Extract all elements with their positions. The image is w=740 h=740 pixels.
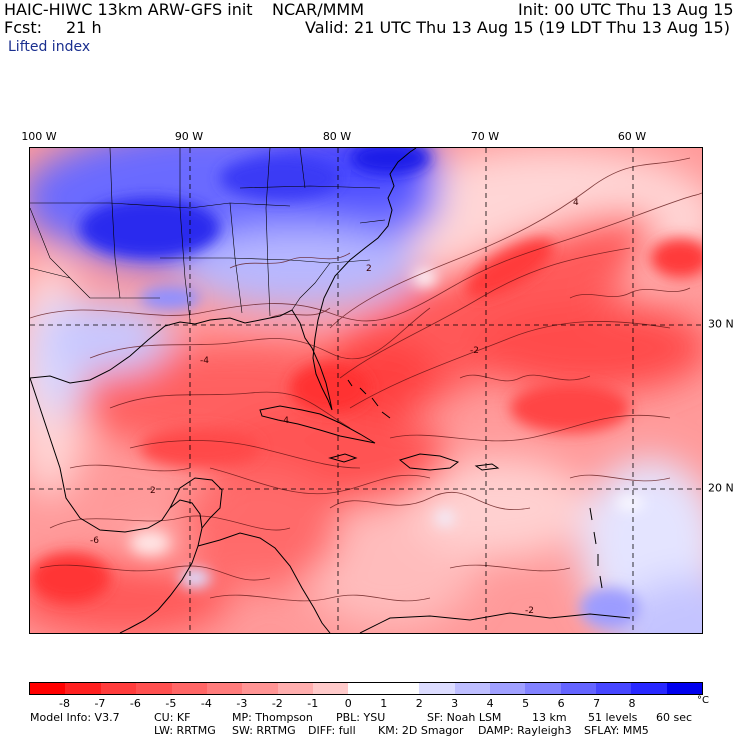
- info-sflay: SFLAY: MM5: [584, 724, 649, 737]
- color-bar-tick-label: 2: [415, 697, 423, 710]
- lon-label-100w: 100 W: [21, 130, 57, 143]
- color-bar-segment: [30, 683, 66, 694]
- valid-time: Valid: 21 UTC Thu 13 Aug 15 (19 LDT Thu …: [305, 18, 730, 37]
- lon-label-60w: 60 W: [617, 130, 647, 143]
- color-bar-tick-label: 4: [486, 697, 494, 710]
- color-bar-segment: [560, 683, 596, 694]
- color-bar-segment: [65, 683, 101, 694]
- lat-lon-grid: [30, 148, 702, 633]
- lifted-index-map: 4 2 -2 -4 -6 2 -4 -2: [29, 147, 703, 634]
- institution-label: NCAR/MMM: [272, 0, 365, 19]
- contour-label: -2: [525, 606, 534, 616]
- color-bar-segment: [277, 683, 313, 694]
- color-bar-tick-label: 5: [522, 697, 530, 710]
- color-bar-segment: [489, 683, 526, 694]
- info-diff: DIFF: full: [308, 724, 356, 737]
- political-borders: [30, 148, 386, 321]
- field-name: Lifted index: [8, 39, 91, 55]
- contour-label: -6: [90, 536, 99, 546]
- color-bar-tick-label: -3: [236, 697, 248, 710]
- info-levels: 51 levels: [588, 711, 638, 724]
- contour-label: -4: [200, 356, 209, 366]
- info-timestep: 60 sec: [656, 711, 693, 724]
- lat-label-20n: 20 N: [708, 481, 734, 495]
- color-bar-segment: [525, 683, 561, 694]
- color-bar-tick-label: 0: [344, 697, 352, 710]
- info-resolution: 13 km: [532, 711, 567, 724]
- color-bar-segment: [313, 683, 349, 694]
- color-bar-tick-label: 1: [380, 697, 388, 710]
- color-bar-segment: [383, 683, 420, 694]
- forecast-label: Fcst:: [4, 18, 42, 37]
- color-bar-tick-label: 3: [451, 697, 459, 710]
- init-time: Init: 00 UTC Thu 13 Aug 15: [518, 0, 734, 19]
- contour-label: 2: [150, 486, 156, 496]
- color-bar-tick-label: 6: [557, 697, 565, 710]
- color-bar-segment: [348, 683, 384, 694]
- contour-label: 2: [366, 264, 372, 274]
- color-bar-tick-label: -5: [165, 697, 177, 710]
- color-bar-segment: [596, 683, 632, 694]
- lat-label-30n: 30 N: [708, 317, 734, 331]
- color-bar-segment: [136, 683, 172, 694]
- lon-label-70w: 70 W: [470, 130, 500, 143]
- color-bar-segment: [631, 683, 667, 694]
- contour-label: -4: [280, 416, 289, 426]
- forecast-hours: 21 h: [66, 18, 102, 37]
- color-bar-tick-label: -7: [94, 697, 106, 710]
- color-bar-tick-label: -1: [307, 697, 319, 710]
- color-bar-segment: [100, 683, 137, 694]
- color-bar-segment: [171, 683, 207, 694]
- model-title: HAIC-HIWC 13km ARW-GFS init: [4, 0, 253, 19]
- color-bar-segment: [666, 683, 703, 694]
- contour-label: 4: [573, 198, 579, 208]
- contour-label: -2: [470, 346, 479, 356]
- map-canvas: 4 2 -2 -4 -6 2 -4 -2: [30, 148, 702, 633]
- info-cu: CU: KF: [154, 711, 191, 724]
- info-km: KM: 2D Smagor: [378, 724, 464, 737]
- color-bar-segment: [454, 683, 490, 694]
- color-bar-tick-label: -4: [200, 697, 212, 710]
- lon-label-80w: 80 W: [322, 130, 352, 143]
- info-damp: DAMP: Rayleigh3: [478, 724, 572, 737]
- color-bar-tick-label: 8: [628, 697, 636, 710]
- color-bar-tick-label: -2: [271, 697, 283, 710]
- color-bar-tick-label: 7: [593, 697, 601, 710]
- coastlines: [30, 148, 631, 633]
- info-sf: SF: Noah LSM: [427, 711, 502, 724]
- info-lw: LW: RRTMG: [154, 724, 216, 737]
- contour-lines: [30, 157, 702, 602]
- color-bar-tick-label: -6: [129, 697, 141, 710]
- color-bar-segment: [206, 683, 243, 694]
- lon-label-90w: 90 W: [174, 130, 204, 143]
- info-model-version: Model Info: V3.7: [30, 711, 120, 724]
- info-sw: SW: RRTMG: [232, 724, 296, 737]
- info-pbl: PBL: YSU: [336, 711, 386, 724]
- contour-labels: 4 2 -2 -4 -6 2 -4 -2: [90, 198, 579, 616]
- color-bar-unit: °C: [697, 695, 709, 706]
- color-bar: [29, 682, 703, 695]
- info-mp: MP: Thompson: [232, 711, 313, 724]
- color-bar-segment: [242, 683, 278, 694]
- color-bar-tick-label: -8: [58, 697, 70, 710]
- color-bar-segment: [419, 683, 455, 694]
